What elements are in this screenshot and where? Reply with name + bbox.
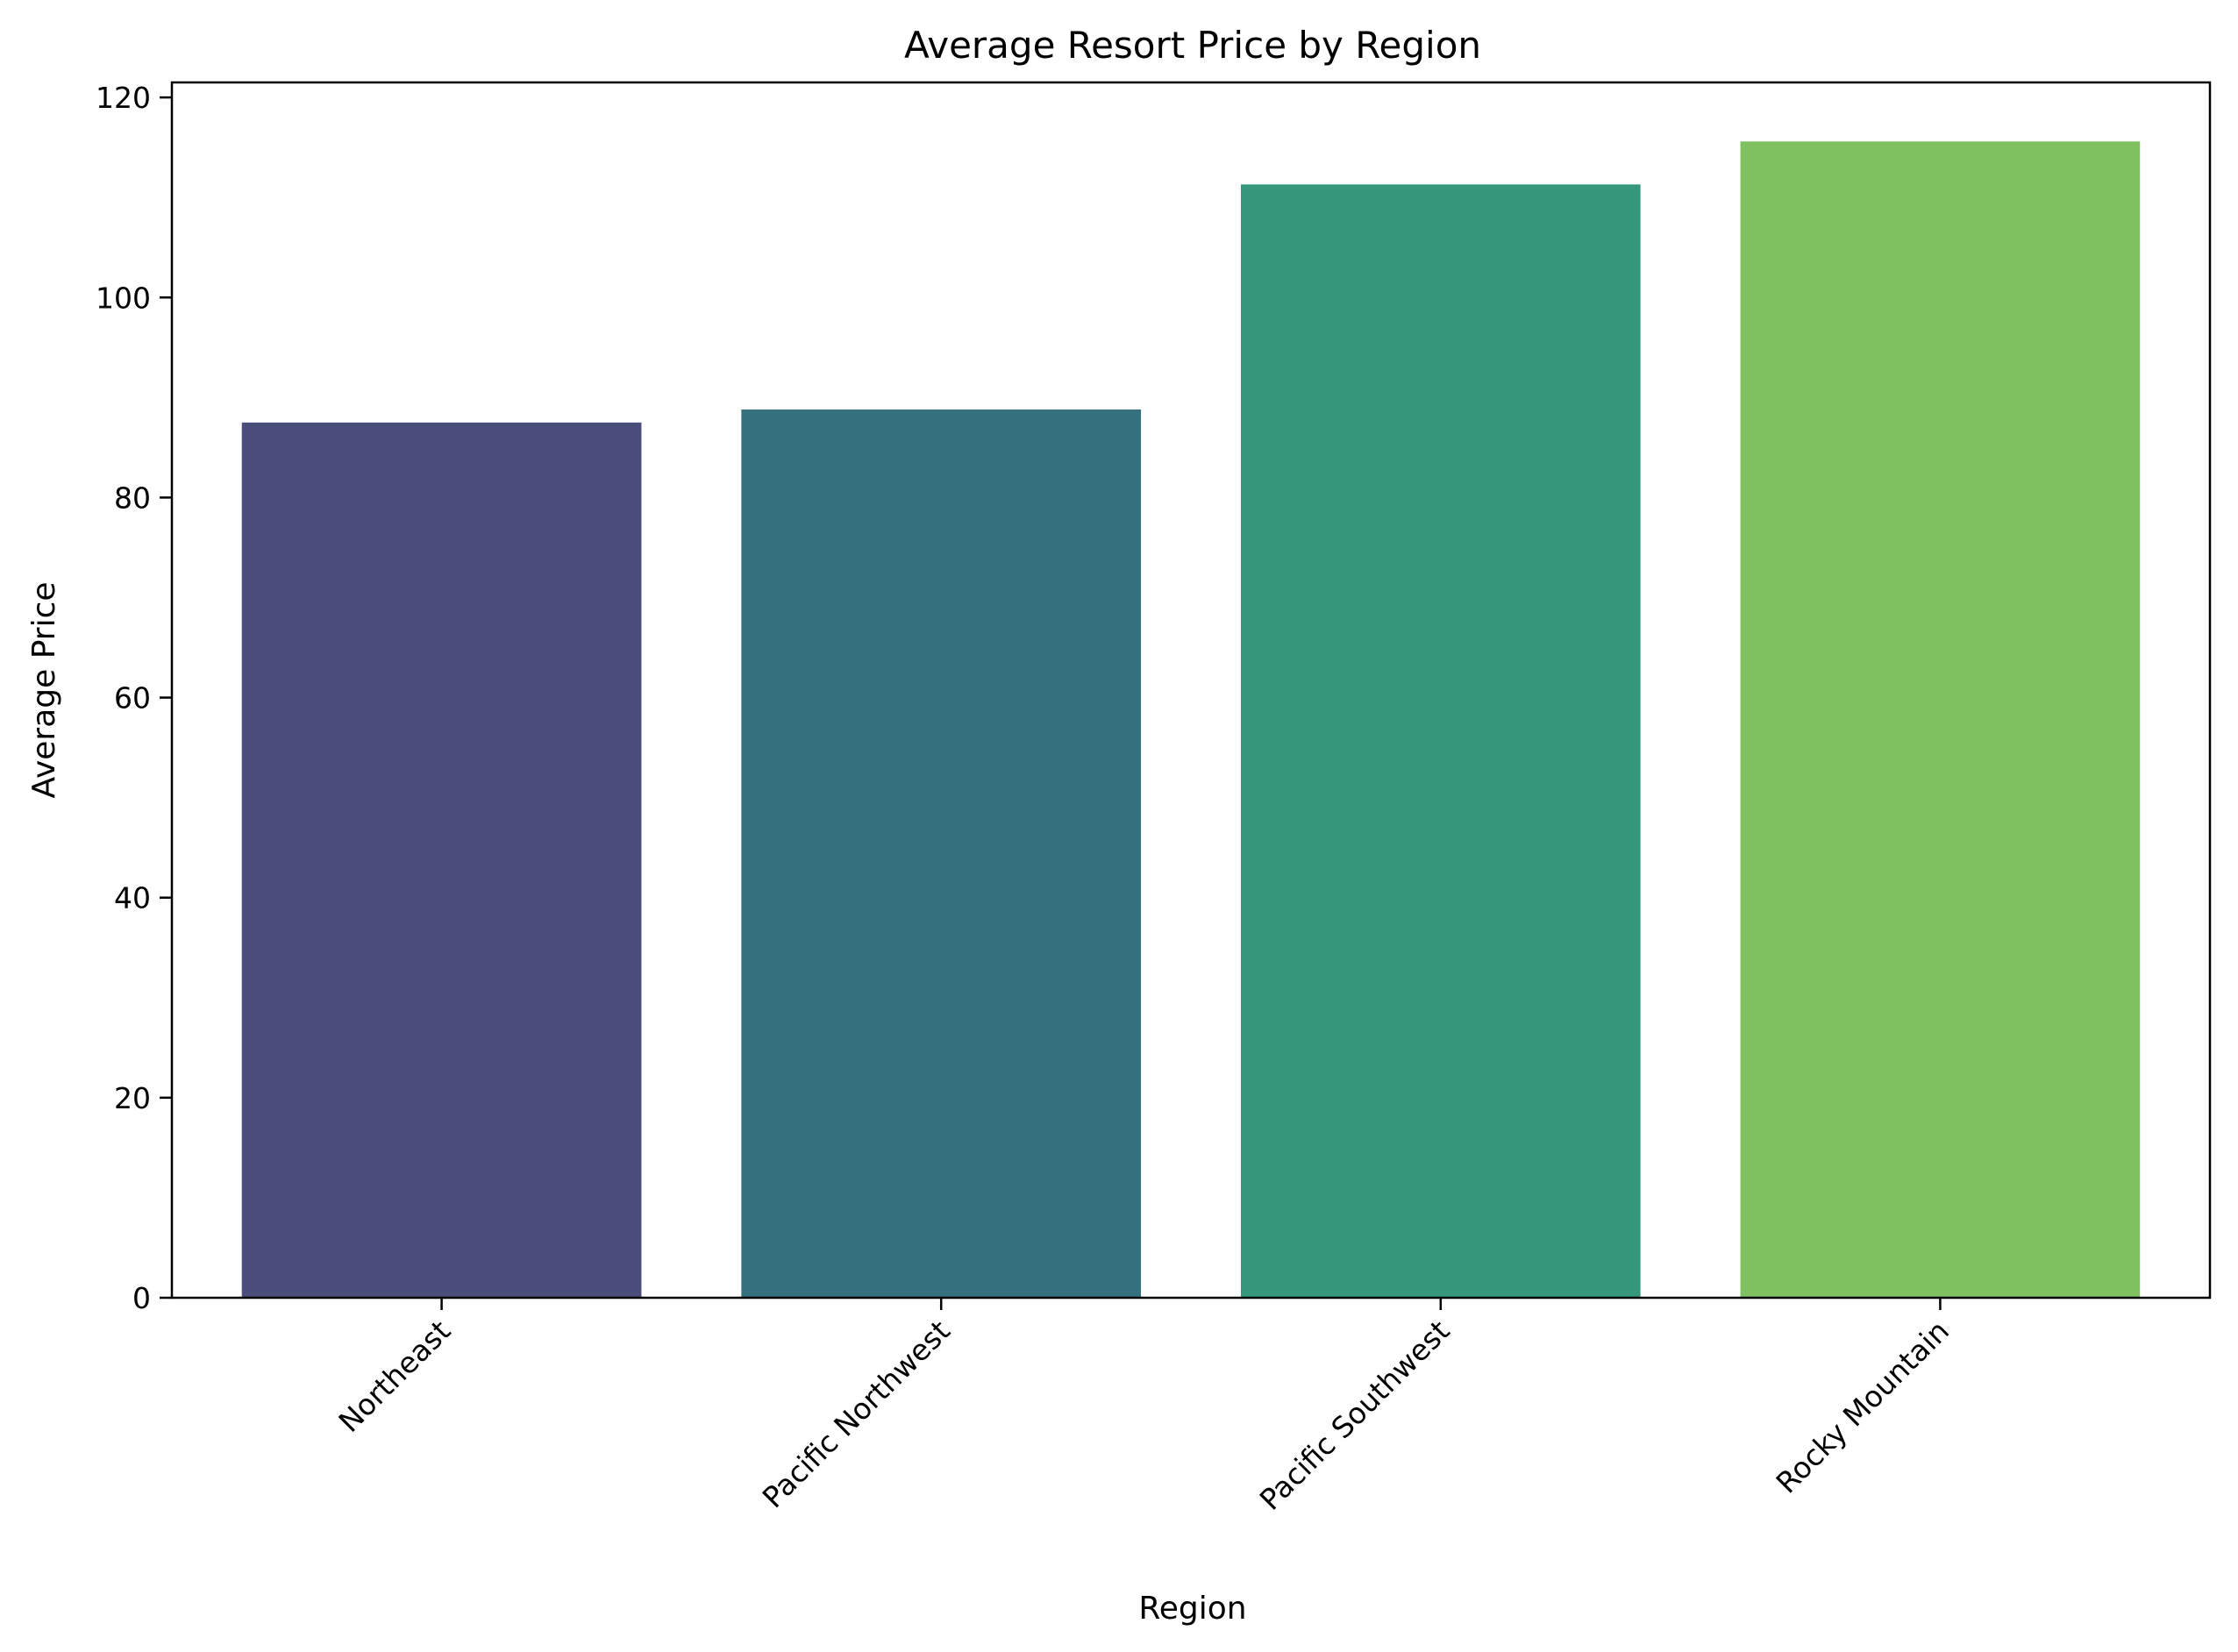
y-axis-label: Average Price	[26, 581, 62, 798]
y-tick-label: 120	[96, 81, 151, 115]
y-tick-label: 20	[114, 1081, 151, 1115]
x-axis-label: Region	[1138, 1591, 1246, 1627]
bars-group	[241, 141, 2141, 1299]
bar-northeast	[241, 422, 642, 1299]
y-tick-label: 100	[96, 281, 151, 315]
bar-pacific-northwest	[741, 409, 1142, 1298]
bar-pacific-southwest	[1240, 184, 1641, 1298]
plot-frame	[170, 81, 2212, 1300]
y-tick-label: 80	[114, 481, 151, 515]
x-tick-label: Pacific Southwest	[1253, 1314, 1457, 1517]
y-tick-label: 40	[114, 881, 151, 915]
chart-title: Average Resort Price by Region	[904, 24, 1481, 67]
x-tick-label: Pacific Northwest	[756, 1314, 957, 1514]
x-axis: Northeast Pacific Northwest Pacific Southw…	[331, 1298, 1956, 1517]
x-tick-label: Rocky Mountain	[1770, 1314, 1956, 1499]
x-tick-label: Northeast	[331, 1314, 457, 1439]
y-tick-label: 0	[132, 1281, 151, 1315]
y-tick-label: 60	[114, 681, 151, 716]
y-axis: 0 20 40 60 80 100 120	[96, 81, 172, 1315]
bar-rocky-mountain	[1740, 141, 2141, 1298]
